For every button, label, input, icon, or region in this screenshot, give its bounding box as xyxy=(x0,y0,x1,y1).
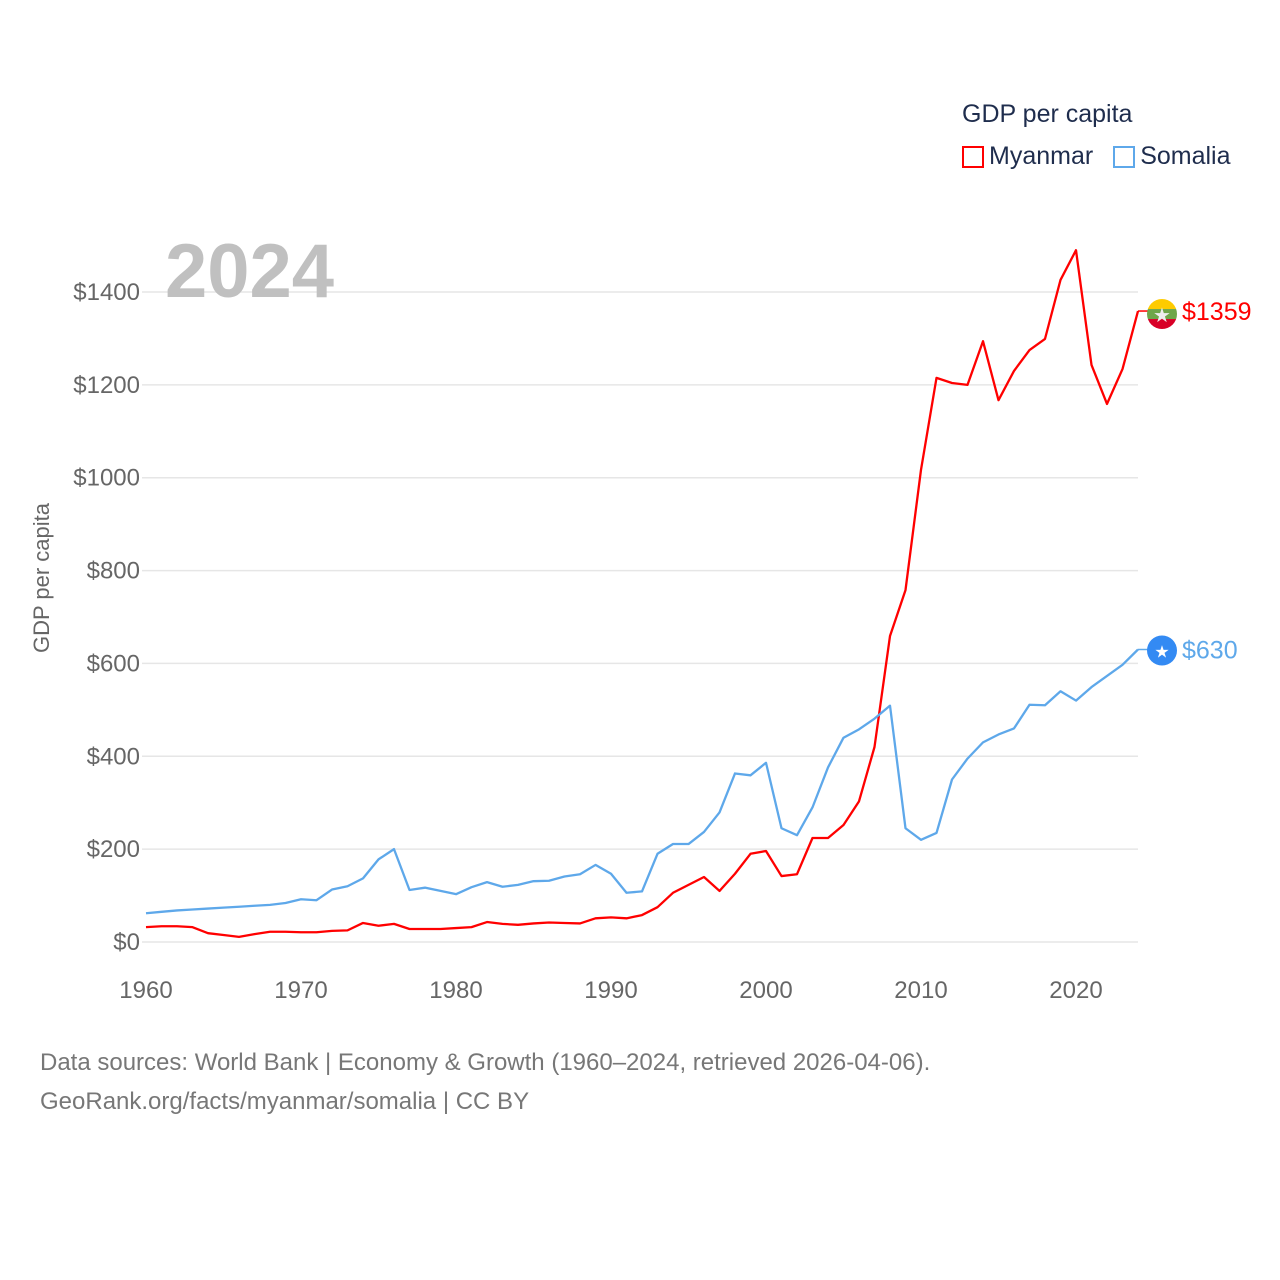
x-tick-label: 1970 xyxy=(274,977,327,1004)
y-tick-label: $0 xyxy=(113,929,140,956)
y-tick-label: $600 xyxy=(87,650,140,677)
y-tick-label: $1200 xyxy=(73,372,140,399)
legend-title: GDP per capita xyxy=(962,100,1133,128)
legend-item-myanmar[interactable]: Myanmar xyxy=(962,142,1093,171)
y-tick-label: $800 xyxy=(87,558,140,585)
y-tick-label: $200 xyxy=(87,836,140,863)
end-value-label: $1359 xyxy=(1182,298,1252,326)
footer-sources: Data sources: World Bank | Economy & Gro… xyxy=(40,1049,931,1076)
y-axis-label: GDP per capita xyxy=(29,502,54,654)
myanmar-flag-icon: ★ xyxy=(1147,299,1177,330)
svg-text:★: ★ xyxy=(1154,643,1169,662)
legend-label: Myanmar xyxy=(989,142,1094,170)
x-tick-label: 1980 xyxy=(429,977,482,1004)
series-line-somalia xyxy=(145,648,1139,915)
x-tick-label: 1990 xyxy=(584,977,637,1004)
series-line-myanmar xyxy=(145,249,1140,939)
y-tick-label: $1000 xyxy=(73,465,140,492)
x-tick-label: 2000 xyxy=(739,977,792,1004)
somalia-flag-icon: ★ xyxy=(1147,635,1177,666)
footer: Data sources: World Bank | Economy & Gro… xyxy=(40,1043,930,1121)
legend: Myanmar Somalia xyxy=(962,142,1231,171)
legend-swatch-myanmar xyxy=(962,145,984,168)
legend-label: Somalia xyxy=(1140,142,1231,170)
legend-item-somalia[interactable]: Somalia xyxy=(1113,142,1231,171)
y-tick-label: $1400 xyxy=(73,279,140,306)
x-tick-label: 2010 xyxy=(894,977,947,1004)
year-label: 2024 xyxy=(165,229,335,314)
legend-swatch-somalia xyxy=(1113,145,1136,168)
y-tick-label: $400 xyxy=(87,743,140,770)
end-value-label: $630 xyxy=(1182,637,1238,665)
x-tick-label: 1960 xyxy=(119,977,172,1004)
footer-link[interactable]: GeoRank.org/facts/myanmar/somalia | CC B… xyxy=(40,1088,530,1115)
svg-text:★: ★ xyxy=(1153,305,1171,327)
x-tick-label: 2020 xyxy=(1049,977,1102,1004)
